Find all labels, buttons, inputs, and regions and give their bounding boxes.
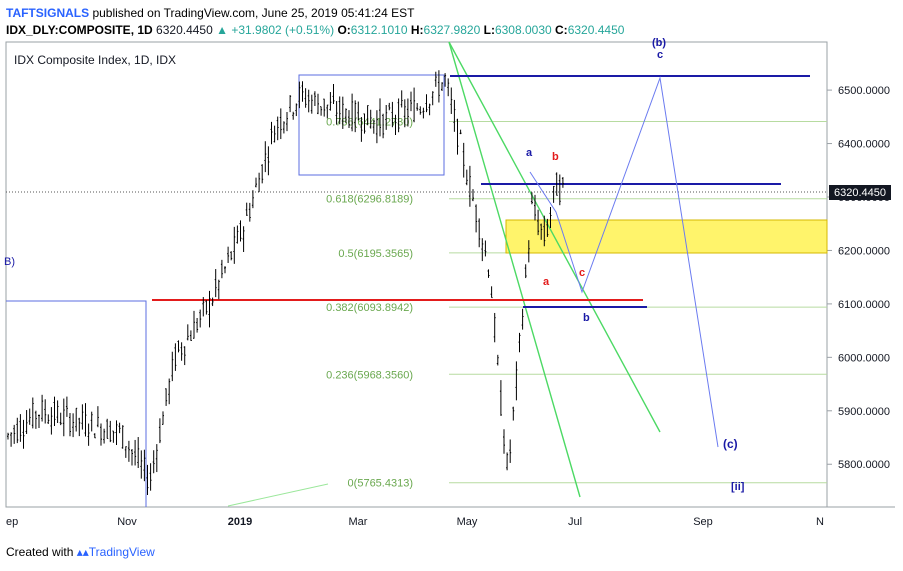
last-price: 6320.4450: [156, 23, 213, 37]
wave-label-a-blue: a: [526, 147, 533, 159]
low-label: L:: [483, 23, 495, 37]
x-tick-label: Jul: [568, 516, 582, 528]
trendline-2: [448, 41, 661, 433]
y-tick-label: 6500.0000: [838, 85, 890, 97]
wave-label-left: B): [4, 256, 15, 268]
footer: Created with ▴▴TradingView: [6, 545, 155, 559]
close-value: 6320.4450: [567, 23, 625, 37]
fib-label: 0.618(6296.8189): [326, 194, 413, 206]
last-price-tag-text: 6320.4450: [834, 187, 886, 199]
x-tick-label: 2019: [228, 516, 252, 528]
wave-label-c-blue: c: [657, 49, 663, 61]
high-value: 6327.9820: [423, 23, 481, 37]
fib-label: 0(5765.4313): [348, 478, 413, 490]
wave-label-c-red: c: [579, 267, 585, 279]
y-tick-label: 6200.0000: [838, 245, 890, 257]
fib-label: 0.786(6441.2730): [326, 116, 413, 128]
candles: [7, 70, 564, 496]
trendline-3: [227, 483, 329, 507]
wave-label-paren-c: (c): [723, 437, 738, 451]
fib-label: 0.236(5968.3560): [326, 369, 413, 381]
wave-projection: [529, 76, 719, 448]
open-label: O:: [337, 23, 351, 37]
low-value: 6308.0030: [494, 23, 552, 37]
chart-title: IDX Composite Index, 1D, IDX: [14, 53, 176, 67]
wave-label-a-red: a: [543, 276, 550, 288]
x-tick-label: ep: [6, 516, 18, 528]
tradingview-link[interactable]: TradingView: [88, 545, 155, 559]
publisher-name[interactable]: TAFTSIGNALS: [6, 6, 90, 20]
x-tick-label: May: [457, 516, 478, 528]
y-tick-label: 6100.0000: [838, 299, 890, 311]
high-label: H:: [410, 23, 424, 37]
fib-label: 0.5(6195.3565): [338, 248, 413, 260]
open-value: 6312.1010: [350, 23, 408, 37]
y-axis-ticks: 6500.00006400.00006300.00006200.00006100…: [827, 85, 890, 471]
wave-label-b-blue: b: [583, 312, 590, 324]
x-tick-label: N: [816, 516, 824, 528]
x-tick-label: Sep: [693, 516, 713, 528]
y-tick-label: 6000.0000: [838, 352, 890, 364]
symbol-line: IDX_DLY:COMPOSITE, 1D 6320.4450 ▲ +31.98…: [6, 23, 624, 37]
y-tick-label: 6400.0000: [838, 139, 890, 151]
wave-label-ii: [ii]: [731, 481, 745, 493]
wave-label-b-red: b: [552, 151, 559, 163]
tradingview-logo-icon: ▴▴: [76, 545, 89, 559]
left-box: [6, 300, 147, 507]
price-change: ▲ +31.9802 (+0.51%): [216, 23, 335, 37]
x-axis-ticks: ep Nov 2019 Mar May Jul Sep N: [6, 516, 824, 528]
fib-label: 0.382(6093.8942): [326, 302, 413, 314]
plot-area: [5, 41, 828, 508]
close-label: C:: [555, 23, 568, 37]
x-tick-label: Nov: [117, 516, 137, 528]
wave-label-paren-b: (b): [652, 37, 666, 49]
consolidation-box: [298, 74, 445, 176]
trendline-1: [448, 41, 581, 498]
y-tick-label: 5800.0000: [838, 459, 890, 471]
x-tick-label: Mar: [349, 516, 368, 528]
created-with-text: Created with: [6, 545, 74, 559]
last-price-tag: [829, 185, 891, 200]
publish-line: TAFTSIGNALS published on TradingView.com…: [6, 6, 414, 20]
y-tick-label: 5900.0000: [838, 406, 890, 418]
published-text: published on TradingView.com, June 25, 2…: [89, 6, 415, 20]
symbol-name: IDX_DLY:COMPOSITE, 1D: [6, 23, 153, 37]
